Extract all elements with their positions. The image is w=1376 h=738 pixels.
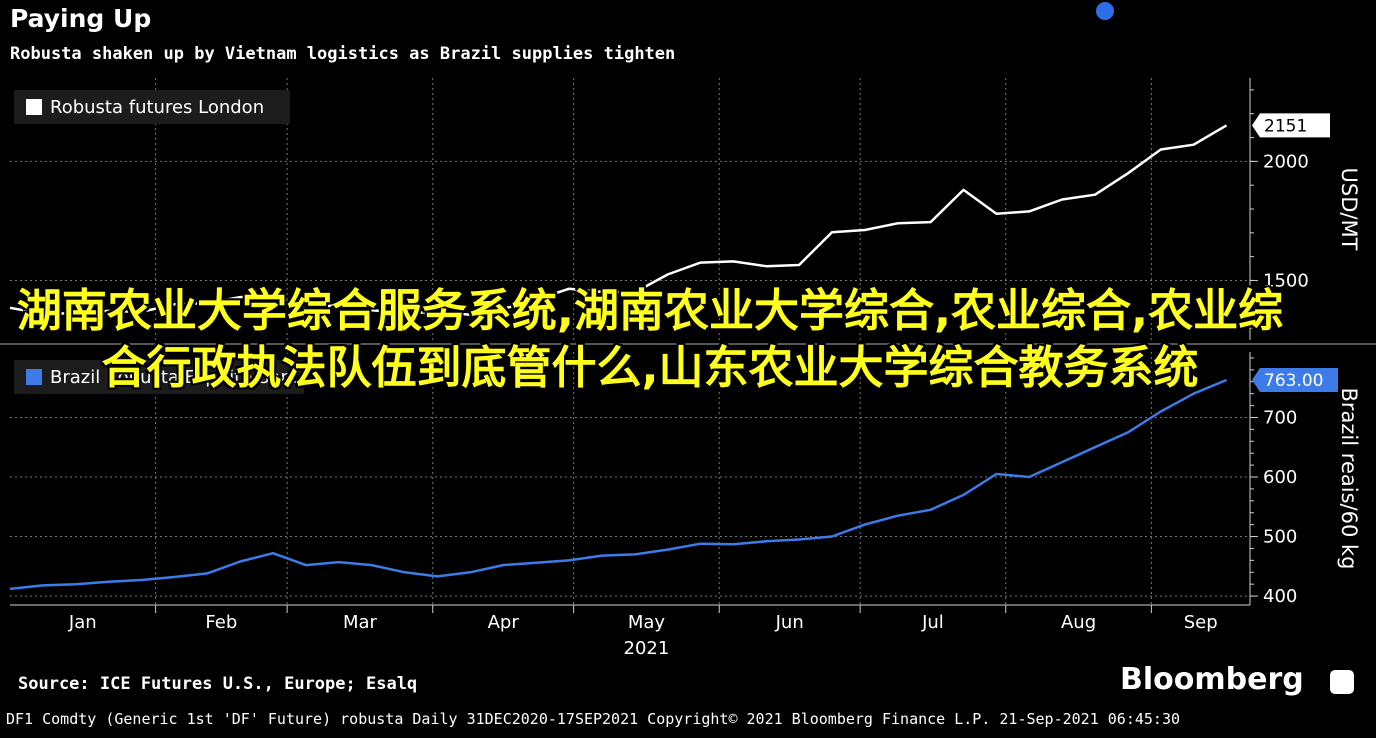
legend-label: Robusta futures London — [50, 97, 264, 118]
chart-title: Paying Up — [10, 4, 152, 33]
last-value-tag — [1252, 113, 1330, 138]
y-tick-label: 400 — [1263, 586, 1297, 607]
legend-swatch — [26, 369, 42, 385]
x-tick-label: Mar — [343, 612, 378, 633]
x-year-label: 2021 — [624, 638, 670, 659]
x-tick-label: Jan — [68, 612, 97, 633]
chart-subtitle: Robusta shaken up by Vietnam logistics a… — [10, 44, 676, 64]
y-tick-label: 2000 — [1263, 151, 1309, 172]
x-tick-label: Feb — [205, 612, 237, 633]
axes — [0, 78, 1376, 613]
bloomberg-terminal-icon — [1330, 670, 1354, 694]
y-axis-title: Brazil reais/60 kg — [1337, 388, 1361, 570]
y-tick-label: 500 — [1263, 527, 1297, 548]
footer-metadata: DF1 Comdty (Generic 1st 'DF' Future) rob… — [6, 710, 1180, 728]
legend-swatch — [26, 99, 42, 115]
series-lines — [9, 124, 1228, 591]
gridlines — [10, 78, 1250, 605]
last-value-label: 763.00 — [1264, 371, 1323, 391]
x-tick-label: Jun — [775, 612, 804, 633]
x-tick-label: Aug — [1061, 612, 1096, 633]
legend-box — [14, 90, 290, 124]
legend-box — [14, 360, 304, 394]
y-tick-label: 700 — [1263, 407, 1297, 428]
x-tick-label: May — [628, 612, 666, 633]
x-tick-label: Jul — [921, 612, 944, 633]
robusta-london-line — [9, 124, 1228, 317]
y-tick-label: 1500 — [1263, 270, 1309, 291]
brazil-robusta-line — [9, 378, 1227, 591]
y-tick-label: 600 — [1263, 467, 1297, 488]
axis-labels: Jan Feb Mar Apr May Jun Jul Aug Sep 2021 2000 1500 2… — [14, 90, 1361, 659]
last-value-tag — [1252, 367, 1338, 392]
y-axis-title: USD/MT — [1337, 168, 1361, 251]
bloomberg-logo: Bloomberg — [1120, 662, 1304, 697]
x-tick-label: Apr — [488, 612, 520, 633]
blue-dot-decoration — [1096, 2, 1114, 20]
overlay-caption: 湖南农业大学综合服务系统,湖南农业大学综合,农业综合,农业综合行政执法队伍到底管… — [16, 284, 1284, 394]
chart-canvas: Jan Feb Mar Apr May Jun Jul Aug Sep 2021 2000 1500 2… — [0, 78, 1376, 659]
legend-label: Brazil Robusta Espirito Santo — [50, 367, 310, 388]
last-value-label: 2151 — [1264, 116, 1307, 136]
x-tick-label: Sep — [1184, 612, 1218, 633]
source-note: Source: ICE Futures U.S., Europe; Esalq — [18, 674, 418, 694]
